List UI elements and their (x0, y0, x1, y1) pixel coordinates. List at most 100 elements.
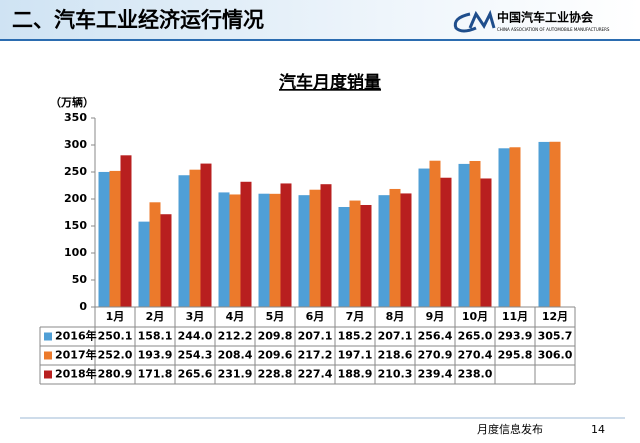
table-value: 239.4 (418, 368, 453, 381)
bar (280, 183, 292, 307)
table-value: 231.9 (218, 368, 253, 381)
bar (338, 206, 350, 307)
table-value: 209.6 (258, 349, 293, 362)
y-axis-label: （万辆） (50, 95, 94, 109)
table-value: 185.2 (338, 330, 373, 343)
table-value: 207.1 (378, 330, 413, 343)
bar (378, 195, 390, 307)
table-value: 306.0 (538, 349, 573, 362)
table-value: 256.4 (418, 330, 453, 343)
table-value: 244.0 (178, 330, 213, 343)
bar (400, 193, 412, 307)
y-tick-label: 100 (64, 246, 87, 259)
x-tick-label: 1月 (106, 310, 125, 323)
bar (389, 188, 401, 307)
table-value: 293.9 (498, 330, 533, 343)
y-tick-label: 50 (72, 273, 88, 286)
table-value: 197.1 (338, 349, 373, 362)
bar (349, 200, 361, 307)
table-value: 252.0 (98, 349, 133, 362)
legend-label: 2018年 (55, 367, 97, 381)
bar (429, 160, 441, 307)
bar (189, 169, 201, 307)
chart: 0 50 100 150 200 250 300 350 1月 2月 3月 4月 5月 6月 7月 8月 9月 1… (39, 111, 576, 385)
table-value: 254.3 (178, 349, 213, 362)
table-value: 280.9 (98, 368, 133, 381)
bar (549, 141, 561, 307)
bar (360, 204, 372, 307)
x-tick-label: 8月 (386, 310, 405, 323)
logo-text: 中国汽车工业协会 (497, 10, 594, 25)
bar (178, 175, 190, 307)
bar (458, 163, 470, 307)
table-value: 210.3 (378, 368, 413, 381)
bar (309, 189, 321, 307)
table-value: 305.7 (538, 330, 573, 343)
bar (138, 221, 150, 307)
y-tick-label: 350 (64, 111, 87, 124)
bar (120, 155, 132, 307)
bar (498, 148, 510, 307)
table-value: 208.4 (218, 349, 253, 362)
table-value: 270.9 (418, 349, 453, 362)
x-tick-label: 9月 (426, 310, 445, 323)
bar (440, 177, 452, 307)
header-band (0, 0, 640, 40)
bar (109, 170, 121, 307)
table-value: 270.4 (458, 349, 493, 362)
page-number: 14 (591, 423, 605, 436)
y-tick-label: 250 (64, 165, 87, 178)
bar (269, 193, 281, 307)
logo-mark (453, 9, 496, 33)
table-value: 212.2 (218, 330, 253, 343)
bar (418, 168, 430, 307)
table-value: 171.8 (138, 368, 173, 381)
y-tick-label: 150 (64, 219, 87, 232)
bar (98, 171, 110, 307)
bar (200, 163, 212, 307)
logo-subtext: CHINA ASSOCIATION OF AUTOMOBILE MANUFACT… (497, 27, 610, 32)
table-value: 158.1 (138, 330, 173, 343)
bar (160, 214, 172, 307)
x-tick-label: 12月 (542, 310, 568, 323)
table-value: 209.8 (258, 330, 293, 343)
bar (509, 147, 521, 307)
table-value: 238.0 (458, 368, 493, 381)
x-tick-label: 2月 (146, 310, 165, 323)
bar (320, 184, 332, 307)
x-tick-label: 4月 (226, 310, 245, 323)
table-value: 218.6 (378, 349, 413, 362)
bar (469, 160, 481, 307)
chart-title: 汽车月度销量 (279, 72, 381, 93)
x-tick-label: 10月 (462, 310, 488, 323)
x-tick-label: 5月 (266, 310, 285, 323)
legend-label: 2016年 (55, 329, 97, 343)
table-value: 193.9 (138, 349, 173, 362)
legend-key (44, 332, 52, 341)
y-tick-label: 0 (79, 300, 87, 313)
table-value: 295.8 (498, 349, 533, 362)
legend-key (44, 351, 52, 360)
bar (480, 178, 492, 307)
x-tick-label: 6月 (306, 310, 325, 323)
x-tick-label: 11月 (502, 310, 528, 323)
table-value: 217.2 (298, 349, 333, 362)
bar (538, 141, 550, 307)
legend-key (44, 370, 52, 379)
legend-label: 2017年 (55, 348, 97, 362)
bar (218, 192, 230, 307)
x-tick-label: 3月 (186, 310, 205, 323)
table-value: 188.9 (338, 368, 373, 381)
y-tick-label: 300 (64, 138, 87, 151)
bar (149, 202, 161, 307)
table-value: 265.6 (178, 368, 213, 381)
table-value: 228.8 (258, 368, 293, 381)
bar (258, 193, 270, 307)
slide-title: 二、汽车工业经济运行情况 (12, 8, 264, 32)
x-tick-label: 7月 (346, 310, 365, 323)
table-value: 250.1 (98, 330, 133, 343)
table-value: 227.4 (298, 368, 333, 381)
footer-text: 月度信息发布 (477, 422, 543, 436)
y-tick-label: 200 (64, 192, 87, 205)
